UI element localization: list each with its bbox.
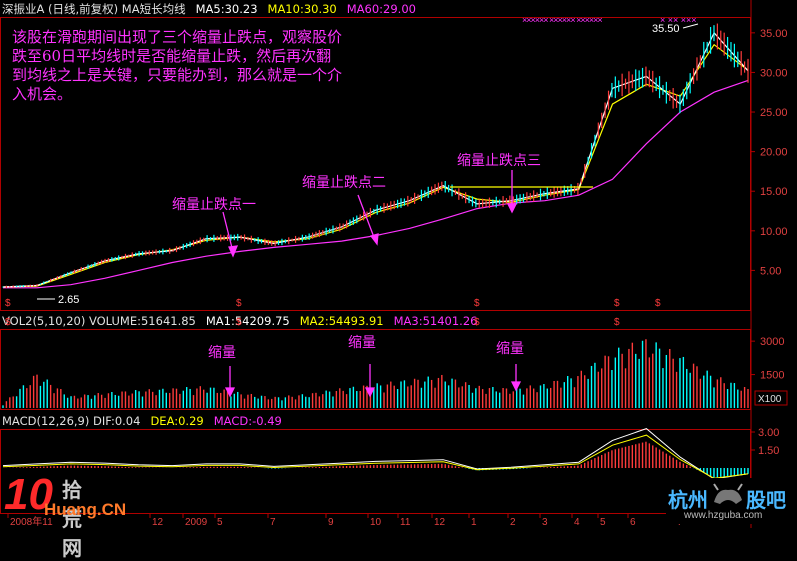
price-tick-label: 35.00 [760, 28, 788, 40]
bull-logo-icon [713, 483, 743, 504]
price-tick-label: 10.00 [760, 226, 788, 238]
x-tick-label: 2009 [185, 517, 208, 528]
x-tick-label: 6 [630, 517, 636, 528]
volume-unit-box [754, 390, 788, 406]
x-tick-label: 10 [370, 517, 382, 528]
price-tick-label: 20.00 [760, 147, 788, 159]
label-vol3: 缩量 [496, 341, 524, 357]
label-vol2: 缩量 [348, 335, 376, 351]
low-price-mark: 2.65 [58, 294, 79, 306]
left-watermark-url: Huang.CN [44, 500, 127, 519]
vol-ma3-value: MA3:51401.26 [393, 314, 478, 328]
macd-header: MACD(12,26,9) DIF:0.04 DEA:0.29 MACD:-0.… [2, 413, 292, 429]
macd-tick-label: 3.00 [758, 427, 779, 439]
x-tick-label: 12 [434, 517, 446, 528]
vol-tick-label: 3000 [760, 336, 784, 348]
x-tick-label: 3 [542, 517, 548, 528]
signal-s-2: $ [236, 298, 242, 309]
arrow-point2 [357, 194, 376, 241]
left-watermark-logo: 10 [4, 470, 53, 519]
macd-dea-value: DEA:0.29 [150, 414, 204, 428]
vol-signal-s-2: $ [236, 317, 242, 328]
signal-s-3: $ [474, 298, 480, 309]
signal-markers-b: × ×× ××× [660, 15, 697, 25]
arrow-vol2-head [364, 387, 376, 398]
series-ma10-line [2, 43, 749, 288]
label-point1: 缩量止跌点一 [172, 197, 256, 213]
price-tick-label: 15.00 [760, 186, 788, 198]
x-tick-label: 12 [152, 517, 164, 528]
vol-ma1-value: MA1:54209.75 [205, 314, 290, 328]
macd-dif-line [2, 428, 749, 480]
x-tick-label: 5 [217, 517, 223, 528]
right-watermark-right: 股吧 [746, 490, 786, 512]
macd-dea-line [2, 434, 749, 479]
right-watermark-url: www.hzguba.com [684, 510, 763, 521]
signal-s-4: $ [614, 298, 620, 309]
left-watermark: 10 拾荒网 Huang.CN [4, 470, 126, 560]
ma60-value: MA60:29.00 [346, 2, 416, 16]
x-tick-label: 1 [471, 517, 477, 528]
signal-markers-a: ×××××× ×××××× ×××××× [522, 15, 602, 25]
vol-signal-s-1: $ [5, 317, 11, 328]
vol-ma2-value: MA2:54493.91 [299, 314, 384, 328]
volume-unit: X100 [758, 394, 782, 405]
price-tick-label: 25.00 [760, 107, 788, 119]
volume-value: VOL2(5,10,20) VOLUME:51641.85 [2, 314, 196, 328]
right-watermark-left: 杭州 [668, 490, 708, 512]
macd-dif-value: MACD(12,26,9) DIF:0.04 [2, 414, 141, 428]
vol-tick-label: 1500 [760, 370, 784, 382]
arrow-vol1-head [224, 387, 236, 398]
signal-s-5: $ [655, 298, 661, 309]
high-price-mark: 35.50 [652, 23, 680, 35]
series-ma5-line [2, 31, 749, 288]
label-point2: 缩量止跌点二 [302, 175, 386, 191]
price-tick-label: 30.00 [760, 67, 788, 79]
ma10-value: MA10:30.30 [267, 2, 337, 16]
x-tick-label: 5 [600, 517, 606, 528]
high-pointer [682, 23, 699, 29]
x-tick-label: 2 [510, 517, 516, 528]
label-point3: 缩量止跌点三 [457, 153, 541, 169]
signal-s-1: $ [5, 298, 11, 309]
vol-signal-s-3: $ [474, 317, 480, 328]
stock-title: 深振业A (日线,前复权) MA短长均线 [2, 2, 186, 16]
arrow-point1 [222, 211, 234, 253]
annotation-text: 该股在滑跑期间出现了三个缩量止跌点，观察股价跌至60日平均线时是否能缩量止跌，然… [12, 28, 343, 103]
macd-tick-label: 1.50 [758, 445, 779, 457]
x-tick-label: 9 [328, 517, 334, 528]
volume-header: VOL2(5,10,20) VOLUME:51641.85 MA1:54209.… [2, 313, 487, 329]
x-tick-label: 2008年11 [10, 515, 53, 528]
x-tick-label: 11 [400, 517, 411, 528]
vol-signal-s-4: $ [614, 317, 620, 328]
arrow-point2-head [369, 233, 379, 246]
x-tick-label: 7 [270, 517, 276, 528]
label-vol1: 缩量 [208, 345, 236, 361]
macd-macd-value: MACD:-0.49 [213, 414, 282, 428]
price-tick-label: 5.00 [760, 265, 781, 277]
arrow-point3-head [506, 203, 518, 214]
arrow-vol3-head [510, 381, 522, 392]
right-watermark: 杭州 股吧 www.hzguba.com [666, 478, 797, 524]
main-chart-header: 深振业A (日线,前复权) MA短长均线 MA5:30.23 MA10:30.3… [2, 1, 426, 17]
x-tick-label: 4 [574, 517, 580, 528]
arrow-point1-head [228, 245, 239, 258]
ma5-value: MA5:30.23 [195, 2, 258, 16]
